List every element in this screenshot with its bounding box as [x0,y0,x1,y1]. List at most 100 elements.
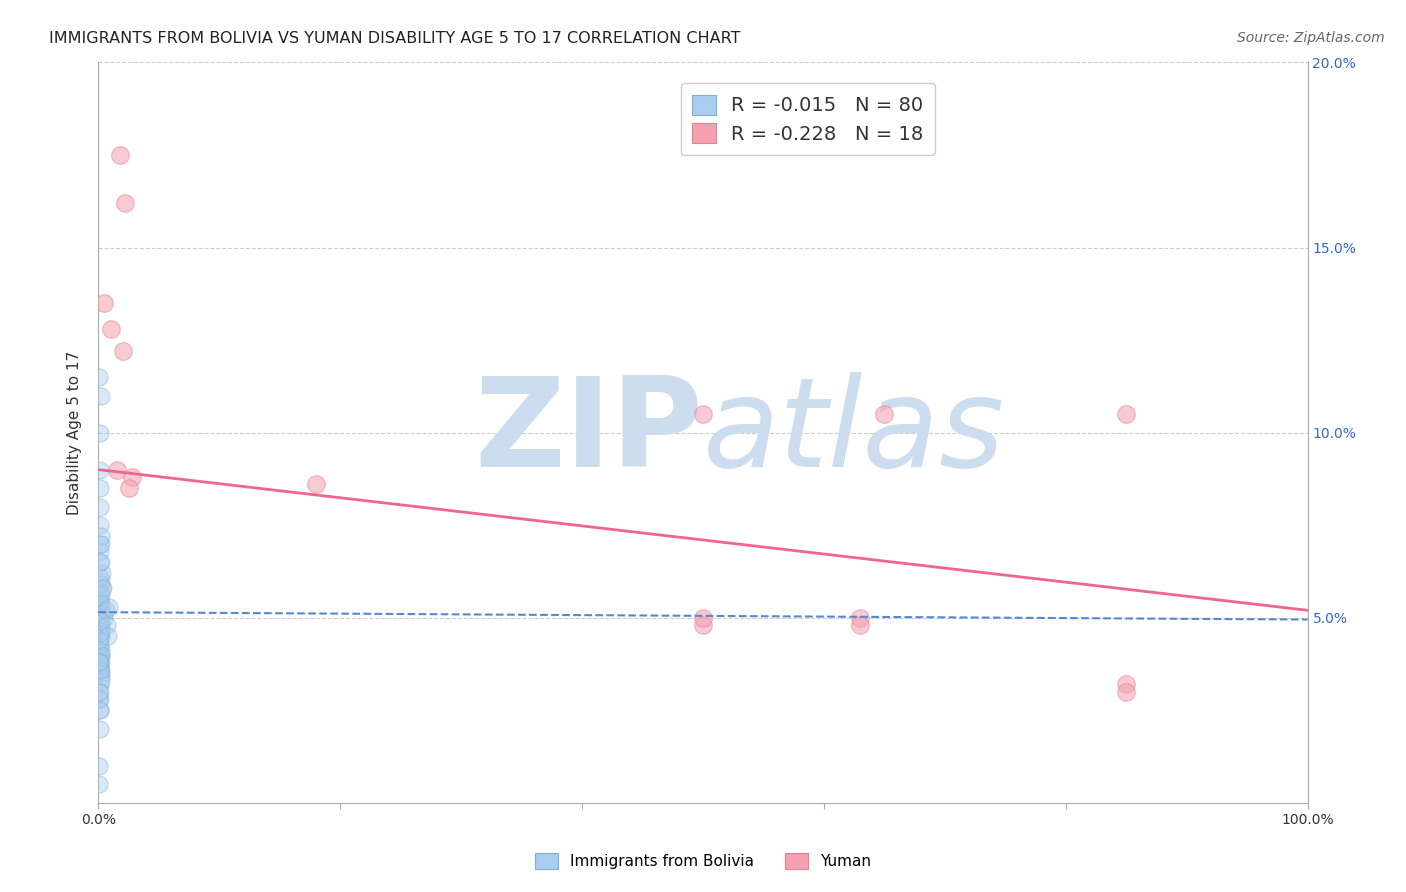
Point [89,777,111,791]
Point [89,703,111,717]
Point [90,388,112,402]
Point [105,462,128,476]
Point [692,618,714,632]
Point [89,629,111,643]
Point [89,518,111,533]
Point [90,596,112,610]
Point [89,462,111,476]
Point [89,663,111,677]
Point [90,615,112,629]
Point [89,603,111,617]
Point [121,470,143,484]
Point [89,655,111,669]
Point [93,610,115,624]
Point [90,529,112,543]
Point [1115,685,1137,699]
Point [89,481,111,495]
Point [89,637,111,651]
Point [98,599,121,614]
Point [111,344,134,359]
Point [89,685,111,699]
Point [89,610,111,624]
Point [90,536,112,550]
Point [90,555,112,569]
Point [89,555,111,569]
Point [89,692,111,706]
Point [849,610,872,624]
Point [89,625,111,640]
Point [89,632,111,647]
Point [91,581,114,595]
Point [89,618,111,632]
Point [90,589,112,603]
Point [89,658,111,673]
Point [90,618,112,632]
Y-axis label: Disability Age 5 to 17: Disability Age 5 to 17 [67,351,83,515]
Point [108,148,131,162]
Point [89,640,111,655]
Point [89,651,111,665]
Point [90,648,112,662]
Point [89,584,111,599]
Point [89,425,111,440]
Point [90,603,112,617]
Point [87,607,110,621]
Point [90,622,112,636]
Point [89,570,111,584]
Point [89,655,111,669]
Point [89,722,111,736]
Point [91,566,114,581]
Point [90,673,112,688]
Point [89,370,111,384]
Point [89,603,111,617]
Point [90,644,112,658]
Point [89,615,111,629]
Point [89,637,111,651]
Point [89,632,111,647]
Point [90,670,112,684]
Point [89,685,111,699]
Point [692,610,714,624]
Point [89,592,111,607]
Point [89,625,111,640]
Point [89,703,111,717]
Point [89,615,111,629]
Point [89,577,111,591]
Point [90,648,112,662]
Point [89,536,111,550]
Point [692,407,714,421]
Point [305,477,328,491]
Point [89,500,111,514]
Point [89,544,111,558]
Point [96,618,118,632]
Point [89,692,111,706]
Text: atlas: atlas [703,372,1005,493]
Point [97,629,120,643]
Point [90,625,112,640]
Point [89,607,111,621]
Legend: Immigrants from Bolivia, Yuman: Immigrants from Bolivia, Yuman [529,847,877,875]
Point [90,581,112,595]
Text: Source: ZipAtlas.com: Source: ZipAtlas.com [1237,31,1385,45]
Point [1115,407,1137,421]
Point [100,322,122,336]
Point [90,655,112,669]
Point [90,599,112,614]
Point [93,296,115,310]
Point [87,610,110,624]
Point [118,481,141,495]
Point [87,758,110,772]
Point [89,677,111,691]
Point [90,666,112,681]
Point [87,599,110,614]
Point [89,596,111,610]
Point [89,610,111,624]
Point [873,407,896,421]
Point [90,663,112,677]
Point [94,603,117,617]
Point [90,574,112,588]
Point [90,629,112,643]
Point [114,196,136,211]
Text: IMMIGRANTS FROM BOLIVIA VS YUMAN DISABILITY AGE 5 TO 17 CORRELATION CHART: IMMIGRANTS FROM BOLIVIA VS YUMAN DISABIL… [49,31,741,46]
Legend: R = -0.015   N = 80, R = -0.228   N = 18: R = -0.015 N = 80, R = -0.228 N = 18 [681,83,935,155]
